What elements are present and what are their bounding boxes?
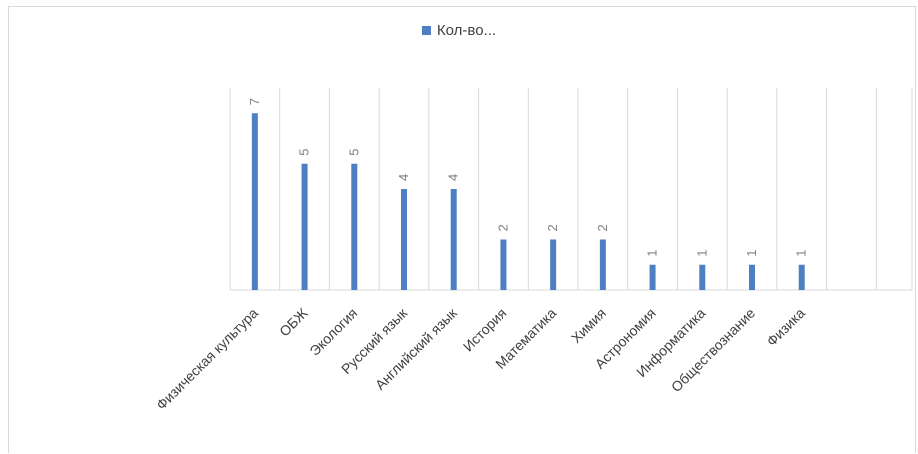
bar	[798, 264, 805, 290]
data-label: 1	[744, 250, 759, 257]
legend-label: Кол-во...	[436, 22, 497, 39]
bar	[450, 189, 457, 290]
data-label: 4	[396, 174, 411, 181]
data-label: 5	[346, 149, 361, 156]
data-label: 1	[645, 250, 660, 257]
data-label: 7	[247, 98, 262, 105]
bar	[500, 239, 507, 290]
x-tick-label: Физическая культура	[153, 305, 261, 413]
bar	[351, 163, 358, 290]
x-tick-label: Физика	[763, 305, 808, 350]
x-tick-label: Обществознание	[668, 305, 758, 395]
bar	[301, 163, 308, 290]
chart-frame	[8, 6, 916, 453]
data-label: 1	[794, 250, 809, 257]
x-tick-label: Химия	[568, 305, 609, 346]
bar	[599, 239, 606, 290]
x-tick-label: ОБЖ	[276, 305, 311, 340]
x-tick-label: История	[460, 305, 510, 355]
bar	[749, 264, 755, 290]
data-label: 1	[694, 250, 709, 257]
data-label: 2	[495, 224, 510, 231]
legend-swatch	[421, 26, 431, 35]
bar	[550, 239, 557, 290]
data-label: 2	[595, 224, 610, 231]
bar	[401, 189, 407, 290]
bar	[699, 264, 706, 290]
bar	[251, 113, 258, 290]
data-label: 5	[297, 149, 312, 156]
data-label: 4	[446, 174, 461, 181]
legend: Кол-во...	[0, 22, 918, 39]
data-label: 2	[545, 224, 560, 231]
bar	[649, 264, 656, 290]
